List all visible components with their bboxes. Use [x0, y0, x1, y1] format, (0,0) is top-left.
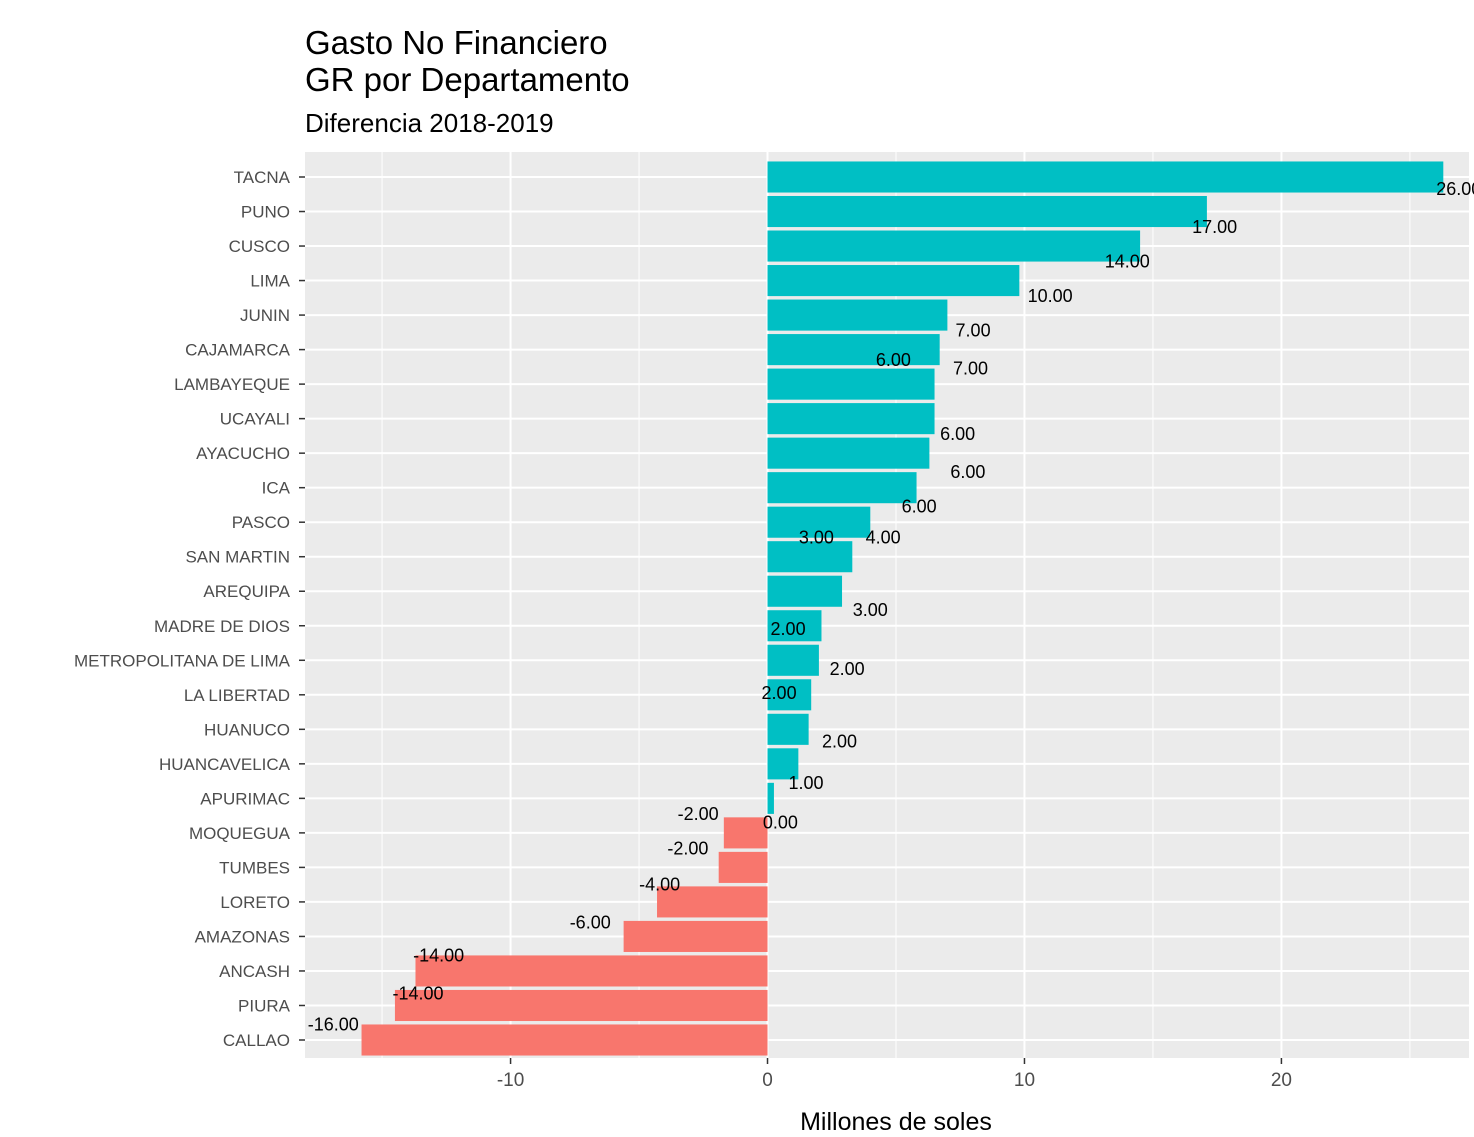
- bar: [767, 299, 948, 331]
- chart-title: Gasto No Financiero GR por Departamento: [305, 24, 630, 98]
- bar: [767, 782, 774, 814]
- data-label: 0.00: [763, 813, 798, 833]
- data-label: 6.00: [940, 424, 975, 444]
- category-label: TUMBES: [219, 858, 290, 877]
- data-label: 6.00: [876, 350, 911, 370]
- data-label: 2.00: [762, 683, 797, 703]
- category-label: AYACUCHO: [196, 444, 290, 463]
- category-label: LIMA: [250, 272, 290, 291]
- category-label: MADRE DE DIOS: [154, 617, 290, 636]
- data-label: 10.00: [1028, 286, 1073, 306]
- category-label: CUSCO: [229, 237, 290, 256]
- bars: [361, 161, 1444, 1056]
- bar: [394, 989, 768, 1022]
- data-label: -2.00: [667, 838, 708, 858]
- data-label: 2.00: [830, 659, 865, 679]
- category-label: PIURA: [238, 996, 291, 1015]
- bar: [767, 230, 1141, 262]
- x-axis: -10 0 10 20: [497, 1058, 1292, 1091]
- bar: [767, 679, 812, 711]
- category-label: LORETO: [220, 893, 290, 912]
- bar: [767, 472, 917, 504]
- bar: [767, 610, 822, 642]
- bar: [767, 748, 799, 780]
- data-label: 6.00: [950, 462, 985, 482]
- bar: [718, 851, 768, 883]
- category-label: CALLAO: [223, 1031, 290, 1050]
- category-label: AREQUIPA: [203, 582, 290, 601]
- category-label: AMAZONAS: [195, 927, 290, 946]
- bar: [767, 575, 843, 607]
- data-label: 1.00: [789, 773, 824, 793]
- data-label: 26.00: [1436, 179, 1474, 199]
- data-label: -4.00: [639, 875, 680, 895]
- x-tick-label: 20: [1271, 1070, 1292, 1091]
- x-tick-label: 0: [762, 1070, 773, 1091]
- data-labels: 26.00 17.00 14.00 10.00 7.00 7.00 6.00 6.00 6.00…: [308, 179, 1474, 1034]
- bar: [767, 265, 1020, 297]
- bar: [767, 644, 819, 676]
- bar: [767, 403, 935, 435]
- category-label: PUNO: [241, 203, 290, 222]
- data-label: -2.00: [678, 804, 719, 824]
- bar: [361, 1024, 768, 1056]
- x-axis-title: Millones de soles: [800, 1108, 992, 1136]
- data-label: 7.00: [953, 359, 988, 379]
- bar: [415, 955, 768, 987]
- category-label: APURIMAC: [200, 789, 290, 808]
- data-label: -16.00: [308, 1014, 359, 1034]
- category-label: UCAYALI: [220, 410, 290, 429]
- category-label: LAMBAYEQUE: [174, 375, 290, 394]
- x-tick-label: 10: [1014, 1070, 1035, 1091]
- chart-subtitle: Diferencia 2018-2019: [305, 108, 554, 138]
- category-label: METROPOLITANA DE LIMA: [74, 651, 291, 670]
- category-label: ANCASH: [219, 962, 290, 981]
- data-label: 4.00: [866, 528, 901, 548]
- bar: [623, 920, 768, 952]
- bar: [657, 886, 768, 918]
- data-label: -6.00: [570, 913, 611, 933]
- category-label: SAN MARTIN: [185, 548, 290, 567]
- category-label: TACNA: [234, 168, 291, 187]
- category-label: HUANUCO: [204, 720, 290, 739]
- category-label: PASCO: [232, 513, 290, 532]
- bar: [767, 506, 871, 538]
- bar: [767, 334, 940, 366]
- data-label: 2.00: [771, 619, 806, 639]
- category-label: CAJAMARCA: [185, 341, 291, 360]
- data-label: 3.00: [799, 528, 834, 548]
- data-label: 6.00: [902, 497, 937, 517]
- bar: [767, 161, 1444, 193]
- data-label: 2.00: [822, 731, 857, 751]
- bar: [767, 541, 853, 573]
- data-label: -14.00: [393, 983, 444, 1003]
- data-label: 3.00: [853, 600, 888, 620]
- bar: [723, 817, 768, 849]
- category-label: JUNIN: [240, 306, 290, 325]
- category-label: LA LIBERTAD: [184, 686, 290, 705]
- data-label: 14.00: [1105, 252, 1150, 272]
- bar: [767, 437, 930, 469]
- x-tick-label: -10: [497, 1070, 524, 1091]
- bar: [767, 368, 935, 400]
- bar: [767, 195, 1207, 228]
- y-axis: TACNA PUNO CUSCO LIMA JUNIN CAJAMARCA LAMBAYEQ…: [74, 168, 305, 1050]
- data-label: -14.00: [413, 945, 464, 965]
- data-label: 7.00: [956, 321, 991, 341]
- category-label: MOQUEGUA: [189, 824, 291, 843]
- bar: [767, 713, 809, 745]
- category-label: HUANCAVELICA: [159, 755, 291, 774]
- data-label: 17.00: [1192, 217, 1237, 237]
- category-label: ICA: [262, 479, 291, 498]
